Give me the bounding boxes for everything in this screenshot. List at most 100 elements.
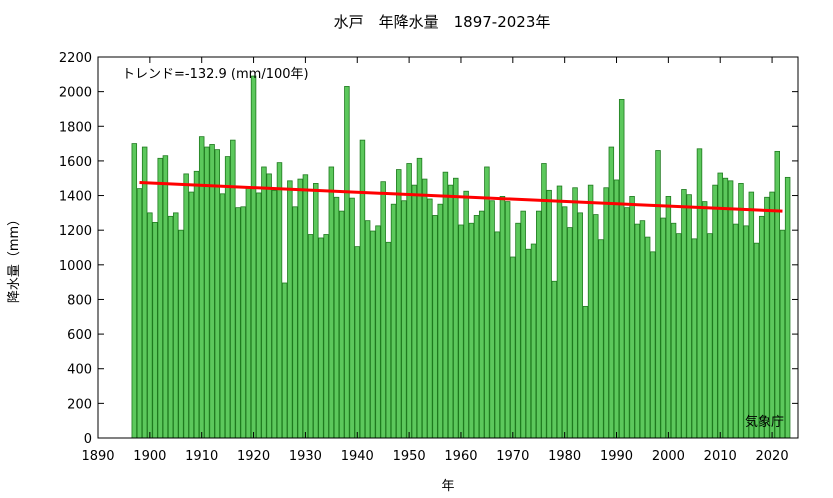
- bar-1900: [147, 212, 153, 439]
- bar-1903: [162, 155, 169, 439]
- y-tick-label: 200: [67, 397, 92, 412]
- bar-1905: [173, 212, 179, 439]
- bar-1987: [598, 239, 604, 439]
- bar-1940: [354, 246, 360, 439]
- bar-1897: [131, 143, 138, 439]
- bar-1938: [344, 86, 350, 439]
- bar-1922: [261, 166, 267, 439]
- bar-1984: [582, 305, 589, 439]
- trend-line: [139, 181, 783, 213]
- bar-2006: [696, 148, 703, 439]
- bar-1968: [499, 196, 506, 439]
- x-tick-label: 2010: [704, 449, 737, 464]
- x-axis: 1890 1900 1910 1920 1930 1940 1950 1960 1970 1980…: [81, 57, 789, 464]
- bar-1973: [525, 248, 532, 439]
- bar-1949: [401, 200, 407, 439]
- x-tick-label: 1960: [444, 449, 477, 464]
- x-tick-label: 1930: [289, 449, 322, 464]
- bar-1950: [406, 163, 412, 439]
- bar-1956: [437, 203, 443, 439]
- bar-1932: [313, 183, 319, 439]
- bar-1942: [364, 220, 371, 439]
- bar-1953: [421, 178, 428, 439]
- bar-1983: [577, 212, 583, 439]
- bar-1964: [478, 210, 485, 439]
- bar-1986: [593, 214, 599, 439]
- bar-1970: [510, 256, 516, 439]
- bar-2002: [676, 233, 682, 439]
- bar-1966: [489, 200, 495, 439]
- bar-2004: [686, 194, 692, 439]
- bar-1975: [536, 210, 542, 439]
- y-tick-label: 1200: [59, 224, 92, 239]
- bar-1928: [292, 206, 298, 439]
- bar-1941: [359, 139, 366, 439]
- bar-1937: [338, 210, 345, 439]
- x-axis-label: 年: [441, 479, 454, 494]
- bar-2016: [748, 191, 755, 439]
- bar-2014: [738, 183, 744, 439]
- bar-2023: [784, 176, 791, 439]
- bar-1909: [193, 170, 200, 439]
- y-tick-label: 0: [84, 432, 92, 447]
- y-axis: 0 200 400 600 800 1000 1200 1400 1600 1800 2000 220…: [59, 51, 798, 447]
- bar-2013: [733, 223, 739, 439]
- y-tick-label: 600: [67, 328, 92, 343]
- bar-1969: [504, 201, 511, 439]
- bar-1908: [188, 191, 195, 439]
- bar-2015: [743, 225, 749, 439]
- bar-2021: [774, 150, 780, 439]
- y-tick-label: 1000: [59, 259, 92, 274]
- y-tick-label: 1400: [59, 190, 92, 205]
- bar-1902: [157, 157, 163, 439]
- x-tick-label: 1910: [185, 449, 218, 464]
- y-tick-label: 1600: [59, 155, 92, 170]
- bar-2003: [681, 189, 687, 439]
- bar-1993: [629, 196, 635, 439]
- bar-2019: [764, 196, 770, 439]
- bar-1963: [473, 215, 480, 439]
- bar-1995: [639, 220, 646, 439]
- bar-1913: [214, 149, 220, 439]
- bar-1998: [655, 150, 661, 439]
- bar-1915: [224, 156, 231, 439]
- plot-area-frame: [97, 56, 799, 439]
- bar-2009: [712, 184, 718, 439]
- bar-1976: [541, 163, 547, 439]
- bar-1943: [370, 230, 376, 439]
- bar-1934: [323, 234, 329, 439]
- y-axis-label: 降水量（mm）: [7, 213, 22, 303]
- bar-1929: [297, 178, 303, 439]
- x-tick-label: 1970: [496, 449, 529, 464]
- bar-1936: [333, 196, 340, 439]
- bar-1988: [603, 187, 609, 439]
- y-tick-label: 2000: [59, 86, 92, 101]
- bar-1955: [432, 215, 438, 439]
- bar-1982: [572, 187, 578, 439]
- bar-1946: [385, 241, 392, 439]
- trend-annotation: トレンド=-132.9 (mm/100年): [122, 67, 309, 82]
- bar-1906: [178, 229, 184, 439]
- bar-2000: [665, 196, 672, 439]
- bar-2018: [758, 215, 765, 439]
- bar-1974: [530, 243, 537, 439]
- bar-1958: [447, 184, 454, 439]
- bar-1978: [551, 280, 558, 439]
- bar-1898: [136, 188, 143, 439]
- x-tick-label: 1890: [81, 449, 114, 464]
- source-label: 気象庁: [745, 414, 784, 430]
- bar-1967: [494, 231, 500, 439]
- chart-title: 水戸 年降水量 1897-2023年: [334, 13, 551, 31]
- bar-1994: [634, 223, 640, 439]
- bar-2020: [769, 191, 775, 439]
- bar-1999: [660, 217, 666, 439]
- x-tick-label: 1900: [133, 449, 166, 464]
- bar-2012: [727, 180, 734, 439]
- bar-1921: [256, 192, 262, 439]
- bar-1948: [396, 169, 402, 439]
- bar-1957: [442, 171, 449, 439]
- bar-1910: [198, 136, 205, 439]
- bar-1952: [416, 157, 423, 439]
- bar-1965: [484, 166, 490, 439]
- bar-1933: [318, 237, 324, 439]
